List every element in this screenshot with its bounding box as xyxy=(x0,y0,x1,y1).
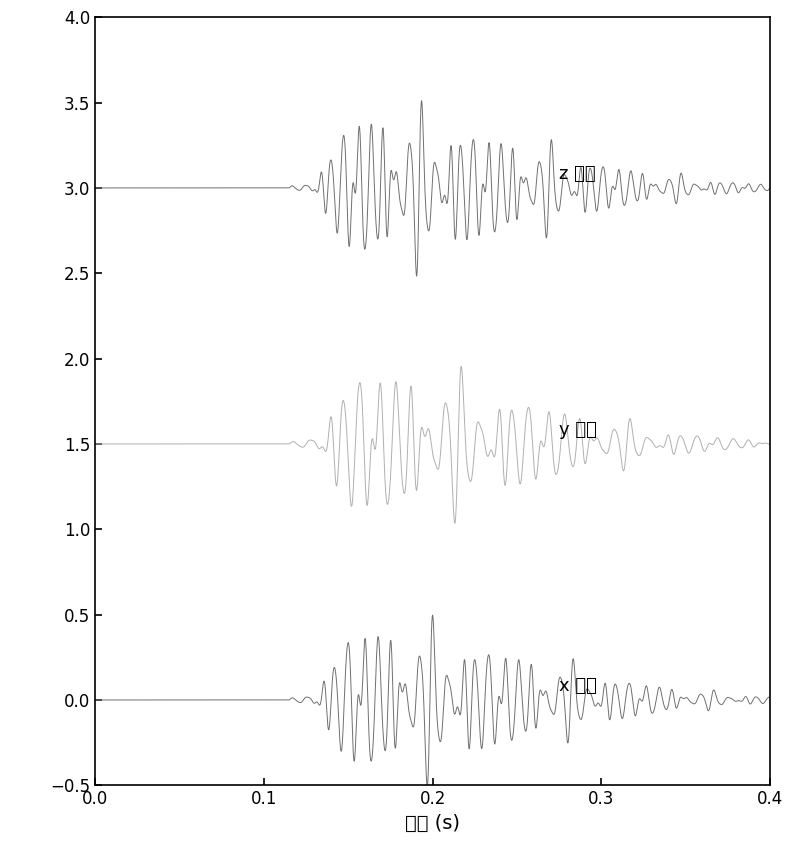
X-axis label: 时间 (s): 时间 (s) xyxy=(405,814,461,833)
Text: z 方向: z 方向 xyxy=(559,166,596,183)
Text: y 方向: y 方向 xyxy=(559,421,597,439)
Text: x 方向: x 方向 xyxy=(559,677,597,696)
